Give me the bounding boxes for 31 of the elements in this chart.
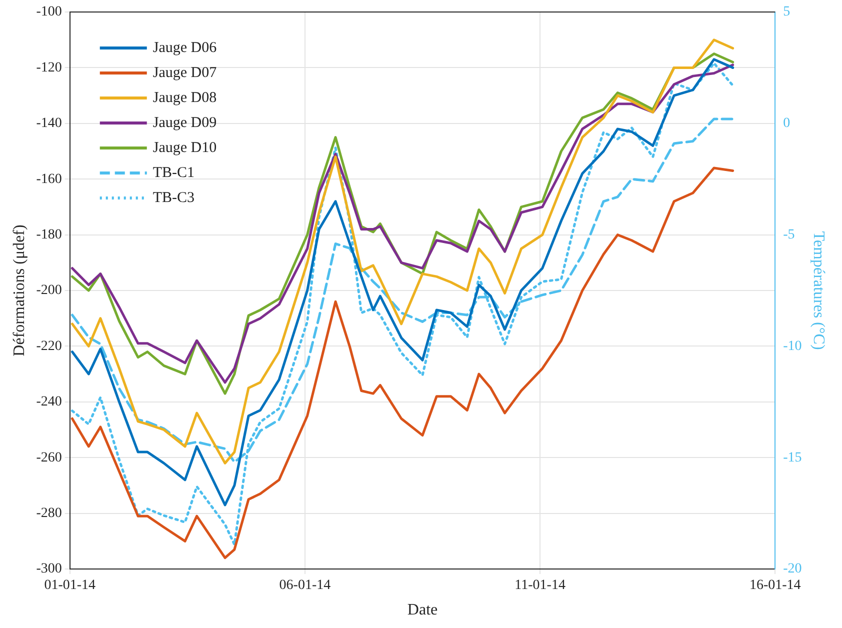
y2-tick-label: -15 (783, 450, 802, 466)
x-tick-label: 01-01-14 (44, 578, 96, 594)
y-tick-label: -200 (36, 283, 62, 298)
y-tick-label: -140 (36, 116, 62, 132)
y2-axis-title: Températures (°C) (810, 231, 828, 350)
y-tick-label: -220 (36, 338, 62, 354)
y-tick-label: -180 (36, 227, 62, 242)
y-tick-label: -300 (36, 562, 62, 577)
y-tick-label: -280 (36, 506, 62, 521)
y-tick-label: -120 (36, 60, 62, 76)
y2-tick-label: 0 (783, 116, 790, 132)
y-tick-label: -260 (36, 450, 62, 466)
y-axis-title: Déformations (μdef) (10, 224, 28, 356)
x-tick-label: 06-01-14 (279, 578, 331, 594)
x-axis-title: Date (407, 602, 438, 619)
y2-tick-label: -20 (783, 562, 802, 577)
x-tick-label: 11-01-14 (514, 578, 566, 594)
y-tick-label: -100 (36, 4, 62, 20)
y-tick-label: -160 (36, 172, 62, 187)
legend-label: Jauge D09 (152, 114, 217, 131)
legend-label: Jauge D08 (152, 90, 217, 106)
legend-label: Jauge D10 (152, 140, 217, 156)
y2-tick-label: -5 (783, 227, 795, 242)
y2-tick-label: -10 (783, 338, 802, 354)
y-tick-label: -240 (36, 394, 62, 410)
x-tick-label: 16-01-14 (749, 578, 801, 594)
y2-tick-label: 5 (783, 4, 790, 20)
legend-label: Jauge D07 (152, 64, 218, 81)
legend-label: Jauge D06 (152, 40, 218, 56)
legend-label: TB-C3 (152, 190, 195, 206)
legend-label: TB-C1 (152, 164, 195, 181)
